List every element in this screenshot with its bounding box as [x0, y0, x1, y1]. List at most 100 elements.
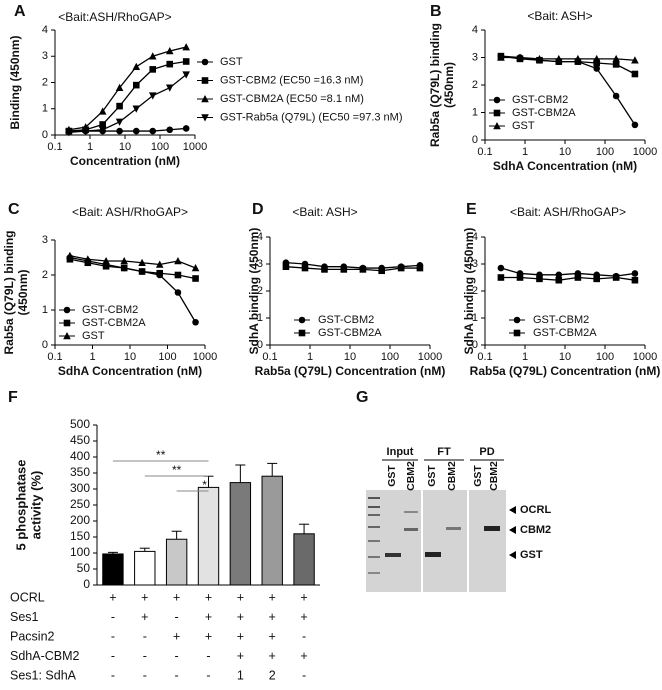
- marker: [513, 316, 521, 324]
- condition-label: Ses1: [10, 610, 39, 624]
- series-line: [68, 60, 187, 132]
- x-tick-label: 0.1: [477, 146, 492, 158]
- marker: [166, 60, 174, 68]
- marker: [120, 257, 128, 265]
- y-axis-label: Rab5a (Q79L) binding: [2, 230, 16, 354]
- marker: [493, 122, 501, 130]
- panel-label: A: [14, 3, 26, 20]
- condition-cell: +: [205, 629, 212, 643]
- marker: [99, 121, 106, 128]
- marker: [182, 58, 190, 65]
- y-axis-label: SdhA binding (450nm): [247, 228, 261, 355]
- band-arrow: [509, 526, 516, 534]
- y-tick-label: 4: [257, 231, 263, 243]
- condition-cell: -: [143, 629, 147, 643]
- marker: [66, 255, 74, 263]
- y-tick-label: 0: [42, 129, 48, 141]
- marker: [120, 264, 128, 272]
- ladder-band: [368, 572, 380, 574]
- x-tick-label: 10: [559, 146, 571, 158]
- gel-band: [404, 511, 418, 513]
- marker: [166, 126, 174, 134]
- marker: [555, 276, 563, 284]
- x-tick-label: 1: [522, 351, 528, 363]
- marker: [63, 306, 71, 314]
- y-tick-label: 50: [77, 561, 91, 575]
- y-axis-label: Binding (450nm): [8, 35, 22, 129]
- marker: [191, 264, 200, 272]
- band-label: OCRL: [520, 504, 551, 516]
- legend-label: GST-CBM2A: [82, 317, 146, 329]
- band-arrow: [509, 551, 516, 559]
- marker: [63, 319, 71, 327]
- panel-label: C: [8, 201, 20, 218]
- gel-band: [425, 552, 441, 557]
- gel-background: [366, 490, 506, 592]
- x-tick-label: 1000: [183, 141, 207, 153]
- x-axis-label: Rab5a (Q79L) Concentration (nM): [255, 364, 446, 378]
- marker: [631, 276, 639, 284]
- y-tick-label: 3: [42, 50, 48, 62]
- x-tick-label: 0.1: [47, 351, 62, 363]
- y-axis-label: (450nm): [16, 269, 30, 315]
- x-tick-label: 100: [596, 351, 614, 363]
- condition-cell: -: [302, 629, 306, 643]
- y-tick-label: 4: [42, 24, 48, 36]
- marker: [493, 109, 501, 117]
- y-tick-label: 450: [70, 433, 90, 447]
- bar: [102, 553, 124, 586]
- condition-cell: -: [175, 649, 179, 663]
- lane-label: CBM2: [488, 461, 500, 491]
- condition-cell: +: [300, 610, 307, 624]
- y-tick-label: 500: [70, 417, 90, 431]
- legend-label: GST-CBM2A: [318, 327, 382, 339]
- x-tick-label: 10: [124, 351, 136, 363]
- y-tick-label: 1: [42, 103, 48, 115]
- y-tick-label: 3: [472, 258, 478, 270]
- marker: [536, 275, 543, 283]
- condition-label: Pacsin2: [10, 629, 55, 643]
- condition-cell: +: [205, 590, 212, 604]
- marker: [201, 114, 209, 122]
- condition-cell: 1: [237, 668, 244, 682]
- lane-label: CBM2: [446, 461, 458, 491]
- marker: [359, 266, 367, 273]
- y-tick-label: 0: [472, 339, 478, 351]
- marker: [516, 53, 524, 61]
- condition-cell: -: [175, 610, 179, 624]
- condition-cell: -: [143, 668, 147, 682]
- y-tick-label: 250: [70, 497, 90, 511]
- marker: [132, 62, 141, 71]
- condition-cell: -: [206, 668, 210, 682]
- x-tick-label: 100: [381, 351, 399, 363]
- gel-band: [484, 526, 500, 531]
- lane-label: GST: [426, 465, 438, 487]
- legend-label: GST-CBM2A: [533, 327, 597, 339]
- y-tick-label: 100: [70, 545, 90, 559]
- marker: [631, 56, 639, 64]
- marker: [132, 81, 140, 89]
- chart-title: <Bait: ASH/RhoGAP>: [510, 205, 626, 219]
- legend-label: GST-CBM2: [533, 314, 589, 326]
- condition-label: SdhA-CBM2: [10, 649, 80, 663]
- marker: [174, 257, 182, 265]
- marker: [102, 262, 110, 270]
- marker: [98, 126, 107, 134]
- condition-cell: +: [237, 649, 244, 663]
- significance-label: **: [156, 448, 166, 462]
- bar: [229, 482, 252, 586]
- marker: [612, 54, 620, 63]
- marker: [138, 258, 146, 267]
- series-line: [500, 56, 635, 61]
- x-axis-label: Concentration (nM): [70, 154, 180, 168]
- y-tick-label: 1: [472, 106, 478, 118]
- marker: [497, 274, 505, 281]
- panel-label: D: [252, 201, 264, 218]
- chart-title: <Bait: ASH>: [527, 9, 592, 23]
- legend-label: GST: [220, 56, 243, 68]
- condition-cell: -: [175, 668, 179, 682]
- group-label: Input: [387, 446, 414, 458]
- marker: [149, 66, 157, 73]
- x-axis-label: SdhA Concentration (nM): [58, 364, 202, 378]
- condition-label: Ses1: SdhA: [10, 668, 77, 682]
